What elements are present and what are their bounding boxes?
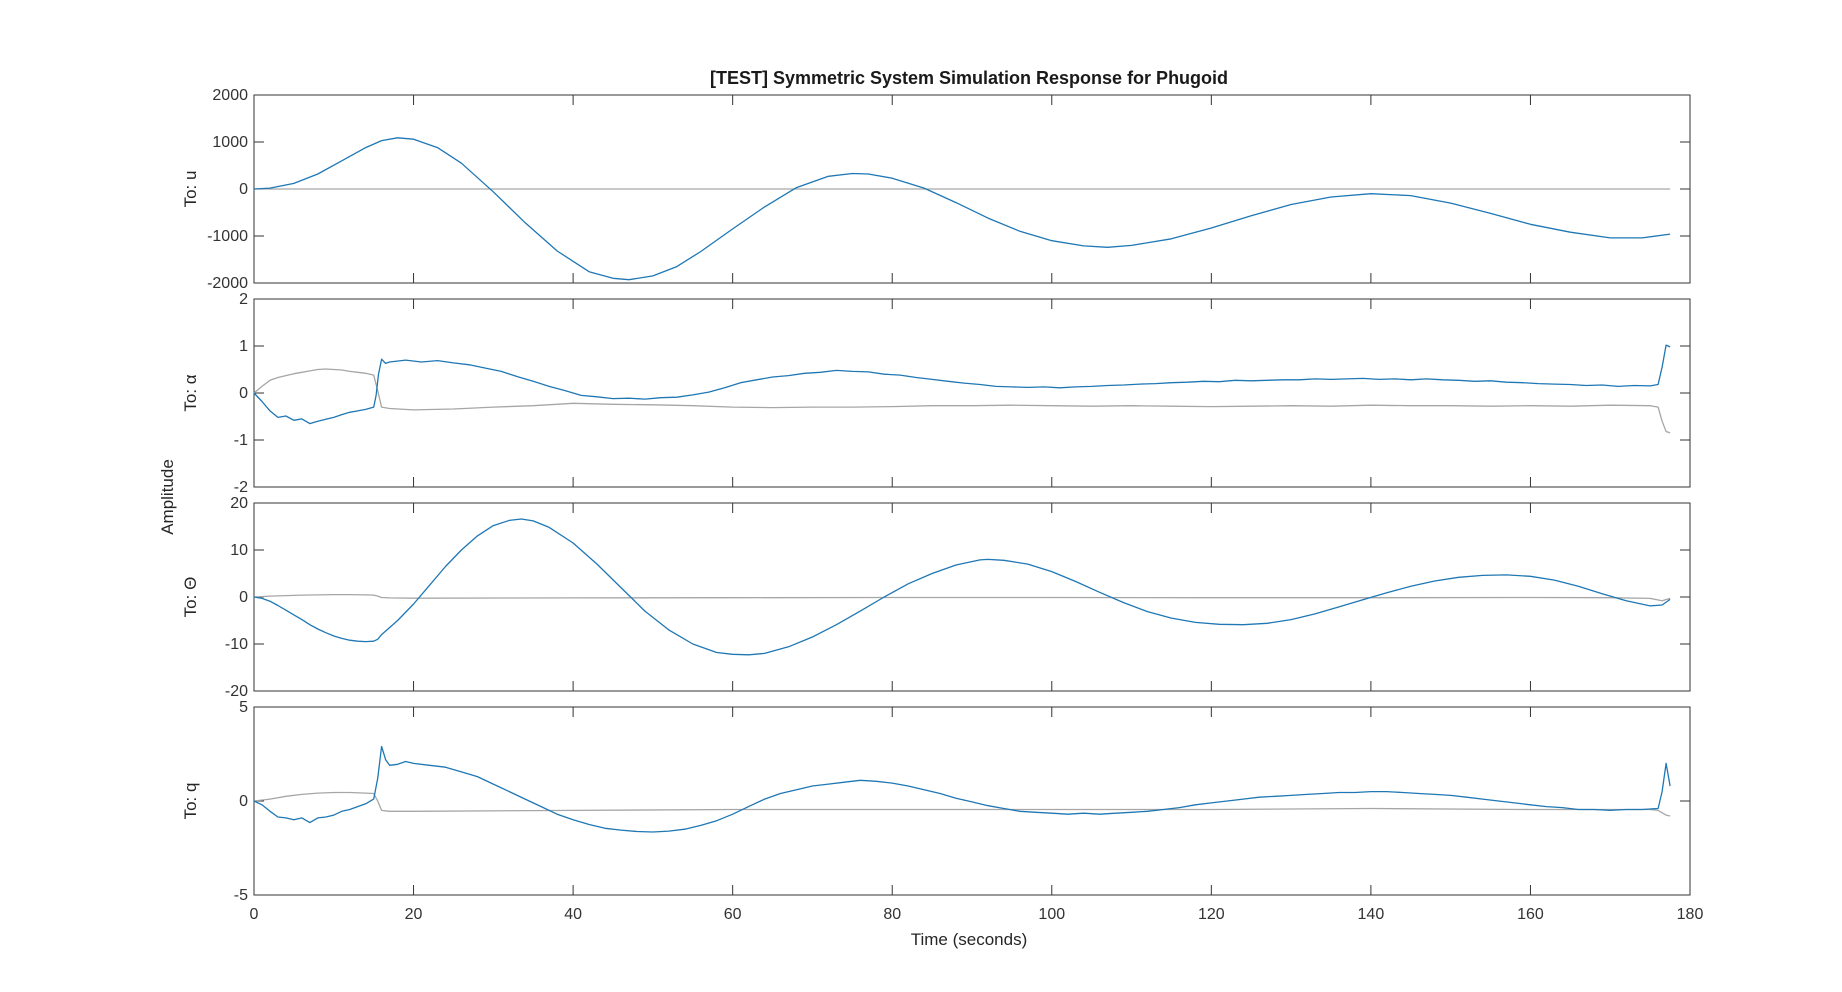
y-tick-label: 1000 — [212, 134, 248, 151]
x-tick-label: 160 — [1517, 906, 1544, 923]
y-tick-label: 2 — [239, 291, 248, 308]
y-tick-label: 2000 — [212, 87, 248, 104]
y-tick-label: 0 — [239, 589, 248, 606]
y-tick-label: 10 — [230, 542, 248, 559]
y-tick-label: -1000 — [207, 228, 248, 245]
x-tick-label: 140 — [1358, 906, 1385, 923]
subplot-2: -2 -1 0 1 2 To: α — [181, 291, 1691, 496]
x-tick-label: 40 — [564, 906, 582, 923]
series-line — [253, 344, 1671, 425]
axes-box — [253, 298, 1691, 488]
panel-y-label: To: q — [181, 783, 200, 820]
series-line — [253, 791, 1671, 817]
subplot-1: -2000 -1000 0 1000 2000 To: u — [181, 87, 1691, 292]
chart-title: [TEST] Symmetric System Simulation Respo… — [710, 68, 1228, 88]
y-axis-label: Amplitude — [158, 459, 177, 535]
x-tick-label: 0 — [250, 906, 259, 923]
axes-box — [253, 706, 1691, 896]
y-tick-label: 5 — [239, 699, 248, 716]
series-line — [253, 518, 1671, 656]
x-tick-label: 60 — [724, 906, 742, 923]
y-tick-label: -2000 — [207, 275, 248, 292]
y-tick-label: -5 — [234, 887, 248, 904]
panel-y-label: To: Θ — [181, 577, 200, 618]
panel-y-label: To: α — [181, 374, 200, 411]
series-line — [253, 593, 1671, 602]
x-tick-label: 80 — [883, 906, 901, 923]
y-tick-label: -2 — [234, 479, 248, 496]
panel-y-label: To: u — [181, 171, 200, 208]
series-line — [253, 368, 1671, 434]
y-tick-label: 0 — [239, 793, 248, 810]
x-tick-label: 180 — [1677, 906, 1704, 923]
y-tick-label: -1 — [234, 432, 248, 449]
x-tick-label: 20 — [405, 906, 423, 923]
series-line — [253, 137, 1671, 281]
x-tick-label: 120 — [1198, 906, 1225, 923]
y-tick-label: 1 — [239, 338, 248, 355]
y-tick-label: -10 — [225, 636, 248, 653]
x-axis-label: Time (seconds) — [911, 930, 1028, 949]
series-line — [253, 745, 1671, 833]
y-tick-label: 0 — [239, 385, 248, 402]
y-tick-label: 20 — [230, 495, 248, 512]
subplot-3: -20 -10 0 10 20 To: Θ — [181, 495, 1691, 700]
y-tick-label: -20 — [225, 683, 248, 700]
x-tick-label: 100 — [1038, 906, 1065, 923]
y-tick-label: 0 — [239, 181, 248, 198]
